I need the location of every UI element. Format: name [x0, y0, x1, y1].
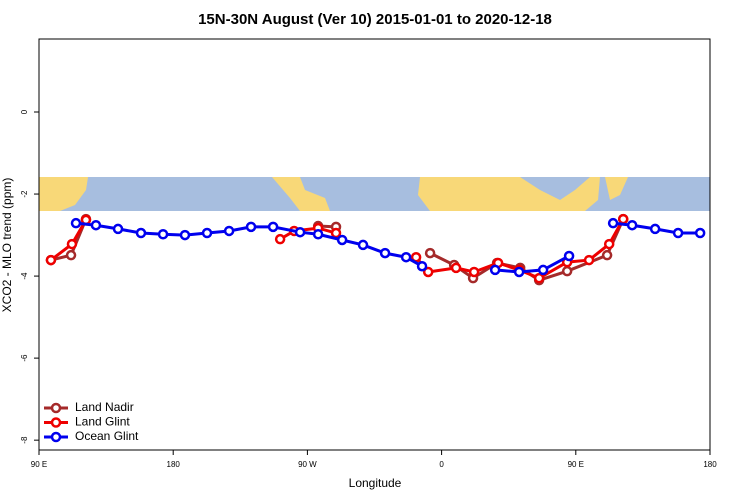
point [157, 228, 169, 240]
legend-marker [50, 402, 62, 414]
point [70, 217, 82, 229]
point [537, 264, 549, 276]
map-strip [39, 177, 710, 211]
map-land [39, 177, 628, 211]
point [245, 221, 257, 233]
legend-label: Land Glint [75, 415, 130, 429]
x-tick-label: 180 [703, 460, 717, 469]
point [424, 247, 436, 259]
point [450, 262, 462, 274]
point [45, 254, 57, 266]
point [294, 226, 306, 238]
point [400, 251, 412, 263]
y-axis-label: XCO2 - MLO trend (ppm) [0, 178, 14, 313]
point [201, 227, 213, 239]
point [607, 217, 619, 229]
point [223, 225, 235, 237]
point [312, 228, 324, 240]
x-tick-label: 90 W [298, 460, 317, 469]
point [379, 247, 391, 259]
point [66, 238, 78, 250]
point [135, 227, 147, 239]
point [65, 249, 77, 261]
point [330, 227, 342, 239]
point [617, 213, 629, 225]
chart-title: 15N-30N August (Ver 10) 2015-01-01 to 20… [198, 11, 552, 28]
point [179, 229, 191, 241]
legend-marker [50, 417, 62, 428]
point [267, 221, 279, 233]
point [357, 239, 369, 251]
legend-marker [50, 431, 62, 443]
point [489, 264, 501, 276]
y-tick-label: -6 [20, 354, 29, 362]
point [583, 254, 595, 266]
point [601, 249, 613, 261]
point [626, 219, 638, 231]
x-tick-label: 90 E [568, 460, 584, 469]
plot-frame [38, 38, 711, 451]
point [603, 238, 615, 250]
x-axis-label: Longitude [349, 476, 402, 490]
point [336, 234, 348, 246]
y-tick-label: 0 [20, 109, 29, 114]
point [468, 266, 480, 278]
point [112, 223, 124, 235]
point [649, 223, 661, 235]
point [90, 219, 102, 231]
point [416, 260, 428, 272]
x-tick-label: 0 [439, 460, 444, 469]
point [533, 272, 545, 284]
point [513, 266, 525, 278]
legend-label: Ocean Glint [75, 429, 139, 443]
y-tick-label: -2 [20, 190, 29, 198]
point [672, 227, 684, 239]
point [274, 233, 286, 245]
y-tick-label: -8 [20, 436, 29, 444]
point [694, 227, 706, 239]
x-tick-label: 90 E [31, 460, 47, 469]
legend-label: Land Nadir [75, 400, 134, 414]
point [561, 265, 573, 277]
point [422, 266, 434, 278]
point [563, 250, 575, 262]
y-tick-label: -4 [20, 272, 29, 280]
x-tick-label: 180 [167, 460, 181, 469]
